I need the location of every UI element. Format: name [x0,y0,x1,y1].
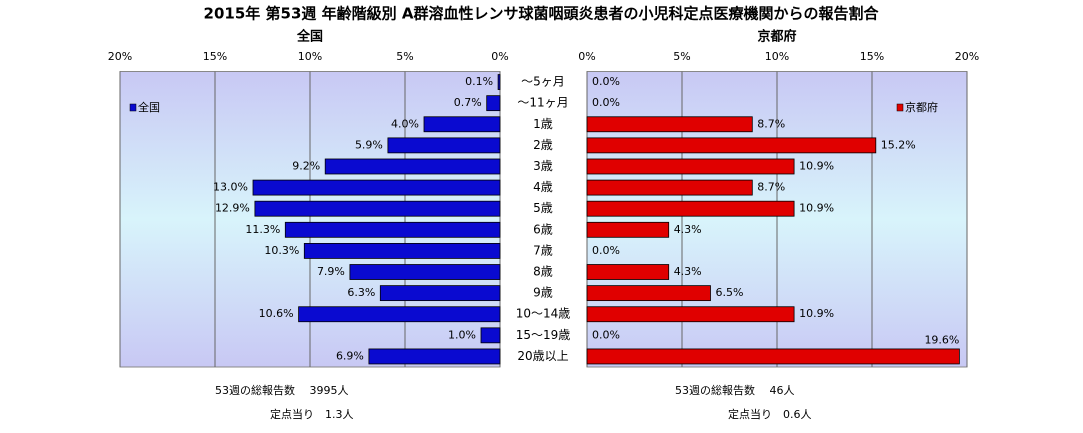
bar [586,116,753,133]
x-tick-label: 5% [396,50,413,63]
value-label: 0.0% [592,96,620,109]
value-label: 0.0% [592,244,620,257]
value-label: 1.0% [448,328,476,341]
category-label: ～11ヶ月 [517,96,568,110]
value-label: 10.9% [799,307,834,320]
category-label: 8歳 [533,265,553,279]
note: 定点当り 1.3人 [270,407,354,421]
bar [324,158,501,175]
x-tick-label: 20% [108,50,132,63]
value-label: 12.9% [215,202,250,215]
value-label: 9.2% [292,159,320,172]
bar [349,264,501,280]
category-label: 9歳 [533,286,553,300]
bar [586,221,670,238]
x-tick-label: 10% [765,50,789,63]
value-label: 19.6% [924,333,959,346]
x-tick-label: 0% [578,50,595,63]
value-label: 10.9% [799,159,834,172]
category-label: 20歳以上 [517,349,568,363]
bar [252,179,501,196]
bar [497,74,501,90]
legend-label: 全国 [138,100,160,114]
x-tick-label: 0% [491,50,508,63]
value-label: 15.2% [881,138,916,151]
bar [423,116,501,133]
value-label: 0.1% [465,75,493,88]
bar [368,348,501,365]
category-label: 7歳 [533,243,553,257]
category-label: 1歳 [533,117,553,131]
bar [586,285,711,302]
bar [379,285,501,302]
category-label: 6歳 [533,222,553,236]
category-label: ～5ヶ月 [521,75,565,89]
bar [254,200,501,217]
x-tick-label: 15% [203,50,227,63]
note: 定点当り 0.6人 [728,407,812,421]
bar [586,179,753,196]
value-label: 10.6% [259,307,294,320]
bar [586,158,795,175]
bar [480,327,501,344]
value-label: 8.7% [757,117,785,130]
bar [586,306,795,323]
x-tick-label: 15% [860,50,884,63]
category-label: 4歳 [533,180,553,194]
legend-swatch [896,103,904,112]
category-label: 3歳 [533,159,553,173]
bar [486,95,501,112]
value-label: 0.7% [454,96,482,109]
value-label: 7.9% [317,265,345,278]
bar [586,264,670,280]
value-label: 10.3% [264,244,299,257]
value-label: 6.9% [336,349,364,362]
value-label: 0.0% [592,75,620,88]
value-label: 4.0% [391,117,419,130]
bar [586,137,877,154]
x-tick-label: 5% [673,50,690,63]
category-label: 2歳 [533,138,553,152]
value-label: 6.3% [347,286,375,299]
chart-title: 2015年 第53週 年齢階級別 A群溶血性レンサ球菌咽頭炎患者の小児科定点医療… [204,5,880,23]
value-label: 0.0% [592,328,620,341]
category-label: 5歳 [533,201,553,215]
value-label: 4.3% [674,265,702,278]
note: 53週の総報告数 46人 [675,383,795,397]
value-label: 10.9% [799,202,834,215]
category-label: 15～19歳 [516,328,571,342]
value-label: 4.3% [674,223,702,236]
value-label: 8.7% [757,181,785,194]
value-label: 13.0% [213,181,248,194]
bar [586,200,795,217]
bar [284,221,501,238]
x-tick-label: 10% [298,50,322,63]
value-label: 5.9% [355,138,383,151]
legend-swatch [129,103,137,112]
panel-title: 全国 [296,29,323,45]
category-label: 10～14歳 [516,307,571,321]
value-label: 6.5% [716,286,744,299]
legend-label: 京都府 [905,100,938,114]
bar [387,137,501,154]
value-label: 11.3% [245,223,280,236]
bar [586,348,960,365]
note: 53週の総報告数 3995人 [215,383,349,397]
bar [298,306,501,323]
x-tick-label: 20% [955,50,979,63]
panel-title: 京都府 [757,29,796,45]
bar [303,243,501,259]
